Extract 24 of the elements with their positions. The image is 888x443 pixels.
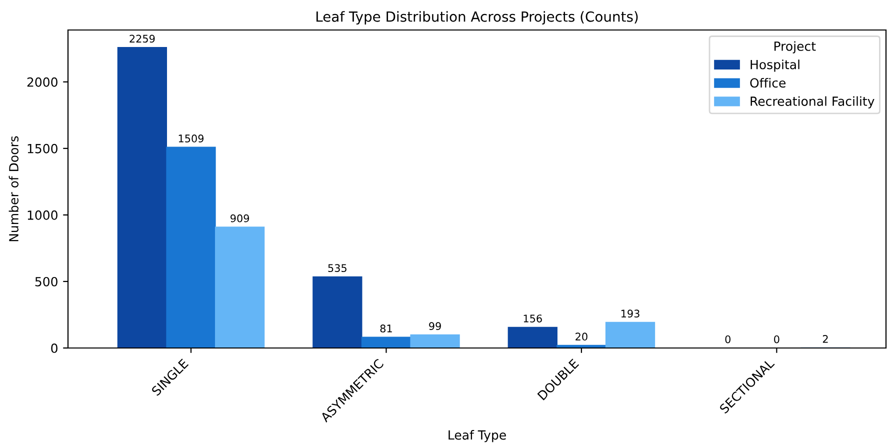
- data-label: 193: [621, 310, 640, 318]
- legend-title: Project: [774, 41, 816, 54]
- legend-label: Office: [750, 78, 786, 88]
- data-label: 20: [576, 332, 588, 341]
- x-axis-title: Leaf Type: [448, 430, 506, 442]
- data-label: 99: [429, 322, 441, 330]
- y-tick-label: 500: [35, 276, 58, 286]
- data-label: 2259: [130, 34, 155, 43]
- data-label: 535: [328, 264, 346, 272]
- data-label: 909: [230, 214, 250, 222]
- y-tick-label: 1500: [28, 144, 58, 154]
- data-label: 0: [725, 335, 730, 344]
- chart-title: Leaf Type Distribution Across Projects (Counts): [316, 11, 638, 25]
- data-label: 2: [822, 335, 828, 343]
- data-label: 0: [774, 335, 780, 344]
- y-tick-label: 2000: [27, 77, 58, 87]
- y-tick-label: 1000: [28, 210, 58, 220]
- data-label: 156: [524, 314, 542, 322]
- legend-label: Hospital: [750, 60, 800, 72]
- legend-label: Recreational Facility: [750, 96, 874, 108]
- data-label: 81: [380, 324, 392, 332]
- y-axis-title: Number of Doors: [8, 136, 18, 242]
- y-tick-label: 0: [51, 343, 58, 353]
- data-label: 1509: [178, 134, 204, 142]
